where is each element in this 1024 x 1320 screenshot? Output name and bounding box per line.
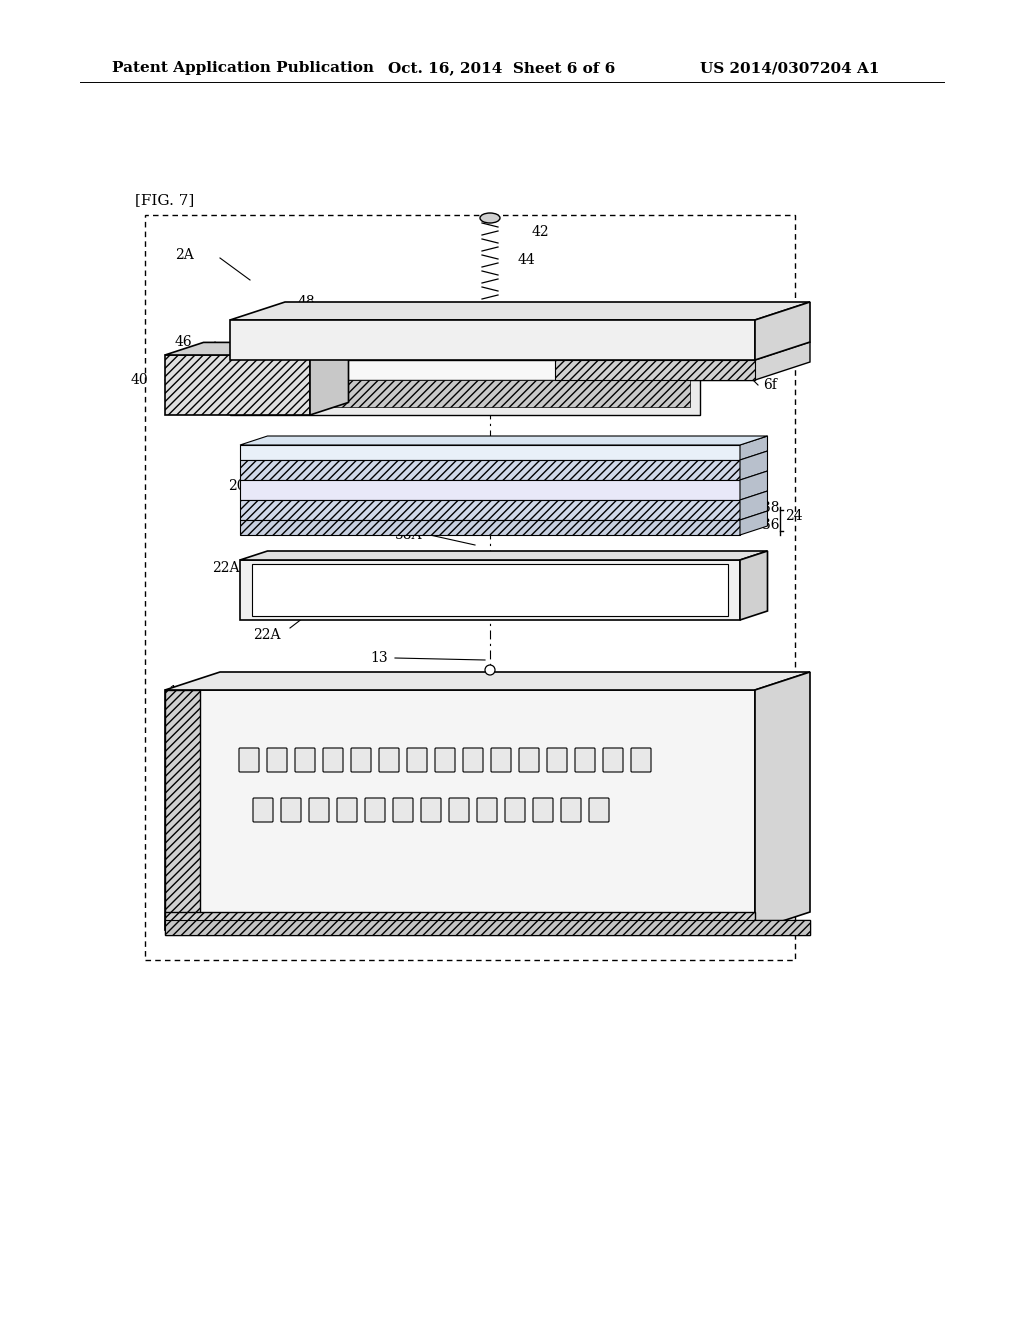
Bar: [240, 380, 690, 407]
Polygon shape: [240, 520, 740, 535]
Polygon shape: [230, 342, 810, 360]
Polygon shape: [755, 342, 810, 380]
Text: 58A: 58A: [395, 528, 423, 543]
Polygon shape: [740, 471, 768, 500]
Polygon shape: [230, 360, 755, 380]
Ellipse shape: [480, 213, 500, 223]
Polygon shape: [165, 672, 810, 690]
Bar: [555, 360, 755, 380]
Text: 6: 6: [763, 363, 772, 378]
Text: Y: Y: [238, 874, 246, 887]
Polygon shape: [240, 480, 740, 500]
Text: 36: 36: [762, 517, 779, 532]
Text: 20: 20: [258, 502, 275, 515]
FancyBboxPatch shape: [463, 748, 483, 772]
Polygon shape: [240, 445, 740, 459]
Text: Oct. 16, 2014  Sheet 6 of 6: Oct. 16, 2014 Sheet 6 of 6: [388, 61, 615, 75]
Text: 38: 38: [762, 502, 779, 515]
Polygon shape: [252, 564, 728, 616]
FancyBboxPatch shape: [421, 799, 441, 822]
Text: 44: 44: [518, 253, 536, 267]
FancyBboxPatch shape: [393, 799, 413, 822]
FancyBboxPatch shape: [505, 799, 525, 822]
Polygon shape: [240, 500, 740, 520]
Text: 40: 40: [130, 374, 148, 387]
Text: Patent Application Publication: Patent Application Publication: [112, 61, 374, 75]
FancyBboxPatch shape: [603, 748, 623, 772]
Text: 46: 46: [175, 335, 193, 348]
Text: 62A: 62A: [288, 813, 315, 828]
Polygon shape: [230, 359, 733, 370]
Polygon shape: [240, 459, 740, 480]
Circle shape: [485, 665, 495, 675]
Polygon shape: [755, 302, 810, 360]
Text: 48: 48: [298, 294, 315, 309]
FancyBboxPatch shape: [449, 799, 469, 822]
FancyBboxPatch shape: [490, 748, 511, 772]
FancyBboxPatch shape: [589, 799, 609, 822]
Bar: [165, 690, 200, 931]
Polygon shape: [740, 491, 768, 520]
Polygon shape: [740, 511, 768, 535]
Polygon shape: [165, 690, 755, 931]
Bar: [145, 215, 795, 960]
Bar: [165, 912, 755, 931]
FancyBboxPatch shape: [477, 799, 497, 822]
Text: [FIG. 7]: [FIG. 7]: [135, 193, 195, 207]
FancyBboxPatch shape: [575, 748, 595, 772]
Polygon shape: [165, 920, 810, 935]
FancyBboxPatch shape: [561, 799, 581, 822]
FancyBboxPatch shape: [379, 748, 399, 772]
Text: X: X: [219, 904, 228, 917]
Text: 20b: 20b: [228, 479, 254, 492]
Polygon shape: [755, 672, 810, 931]
Text: 13: 13: [370, 651, 388, 665]
FancyBboxPatch shape: [519, 748, 539, 772]
Text: 22A: 22A: [253, 628, 281, 642]
Polygon shape: [165, 342, 348, 355]
Polygon shape: [165, 355, 310, 414]
FancyBboxPatch shape: [267, 748, 287, 772]
Polygon shape: [240, 560, 740, 620]
Polygon shape: [240, 550, 768, 560]
FancyBboxPatch shape: [351, 748, 371, 772]
FancyBboxPatch shape: [253, 799, 273, 822]
FancyBboxPatch shape: [547, 748, 567, 772]
Polygon shape: [230, 302, 810, 319]
FancyBboxPatch shape: [239, 748, 259, 772]
Text: 12a: 12a: [168, 685, 194, 700]
Text: 42: 42: [532, 224, 550, 239]
Text: 62A: 62A: [615, 743, 642, 756]
Polygon shape: [230, 370, 700, 414]
Text: 12A: 12A: [490, 895, 517, 909]
Polygon shape: [740, 550, 768, 620]
Text: 60A: 60A: [478, 785, 506, 799]
FancyBboxPatch shape: [631, 748, 651, 772]
FancyBboxPatch shape: [337, 799, 357, 822]
Text: 6f: 6f: [763, 378, 777, 392]
Polygon shape: [310, 342, 348, 414]
FancyBboxPatch shape: [534, 799, 553, 822]
Text: 22Aa: 22Aa: [212, 561, 248, 576]
Polygon shape: [740, 436, 768, 459]
Text: Z: Z: [186, 828, 196, 841]
Text: 2A: 2A: [175, 248, 194, 261]
FancyBboxPatch shape: [309, 799, 329, 822]
Polygon shape: [740, 451, 768, 480]
Polygon shape: [240, 436, 768, 445]
Polygon shape: [230, 319, 755, 360]
FancyBboxPatch shape: [435, 748, 455, 772]
FancyBboxPatch shape: [365, 799, 385, 822]
FancyBboxPatch shape: [407, 748, 427, 772]
Text: 24: 24: [785, 510, 803, 523]
FancyBboxPatch shape: [295, 748, 315, 772]
FancyBboxPatch shape: [323, 748, 343, 772]
Text: US 2014/0307204 A1: US 2014/0307204 A1: [700, 61, 880, 75]
FancyBboxPatch shape: [281, 799, 301, 822]
Bar: [165, 920, 810, 935]
